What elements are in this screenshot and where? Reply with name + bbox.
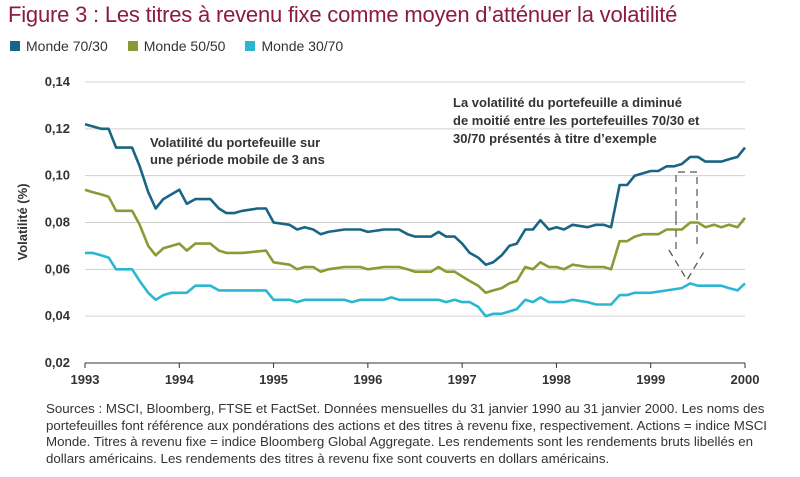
x-tick-label: 1998	[542, 372, 571, 387]
dashed-arrow-head	[668, 249, 706, 282]
dashed-arrow-annotation	[668, 171, 706, 282]
y-tick-label: 0,04	[45, 308, 71, 323]
x-tick-label: 1995	[259, 372, 288, 387]
y-axis-title: Volatilité (%)	[15, 183, 30, 260]
annotation-right-line-2: de moitié entre les portefeuilles 70/30 …	[453, 113, 700, 128]
line-chart: 0,02 0,04 0,06 0,08 0,10 0,12 0,14 1993 1994 1995…	[15, 74, 760, 387]
legend-label-monde-70-30: Monde 70/30	[26, 38, 108, 54]
annotation-left-line-2: une période mobile de 3 ans	[150, 152, 325, 167]
x-tick-label: 2000	[731, 372, 760, 387]
legend-item-monde-70-30: Monde 70/30	[10, 38, 108, 54]
series-line-monde-70-30	[84, 122, 747, 266]
legend-label-monde-30-70: Monde 30/70	[261, 38, 344, 54]
x-tick-label: 1997	[448, 372, 477, 387]
source-footnote: Sources : MSCI, Bloomberg, FTSE et FactS…	[46, 401, 768, 466]
annotation-right-line-3: 30/70 présentés à titre d’exemple	[453, 131, 657, 146]
series-lines	[84, 122, 747, 318]
x-tick-label: 1999	[636, 372, 665, 387]
x-tick-label: 1993	[71, 372, 100, 387]
legend: Monde 70/30 Monde 50/50 Monde 30/70	[10, 38, 363, 54]
y-tick-label: 0,08	[45, 215, 70, 230]
y-tick-label: 0,14	[45, 74, 71, 89]
legend-item-monde-30-70: Monde 30/70	[245, 38, 343, 54]
figure-title: Figure 3 : Les titres à revenu fixe comm…	[8, 2, 678, 27]
legend-swatch-monde-30-70	[245, 41, 256, 51]
dashed-arrow-outline	[675, 171, 698, 248]
legend-item-monde-50-50: Monde 50/50	[127, 38, 226, 54]
annotation-right-line-1: La volatilité du portefeuille a diminué	[453, 95, 682, 110]
y-tick-label: 0,12	[45, 121, 70, 136]
annotation-left-line-1: Volatilité du portefeuille sur	[150, 135, 320, 150]
x-tick-label: 1996	[353, 372, 382, 387]
legend-label-monde-50-50: Monde 50/50	[143, 38, 226, 54]
y-tick-label: 0,02	[45, 355, 70, 370]
y-tick-label: 0,10	[45, 168, 70, 183]
axes: 0,02 0,04 0,06 0,08 0,10 0,12 0,14 1993 1994 1995…	[45, 74, 760, 387]
series-line-monde-50-50	[84, 188, 747, 295]
legend-swatch-monde-50-50	[127, 41, 138, 51]
series-line-monde-30-70	[85, 251, 746, 318]
y-tick-label: 0,06	[45, 261, 70, 276]
x-tick-label: 1994	[165, 372, 195, 387]
legend-swatch-monde-70-30	[10, 41, 20, 51]
